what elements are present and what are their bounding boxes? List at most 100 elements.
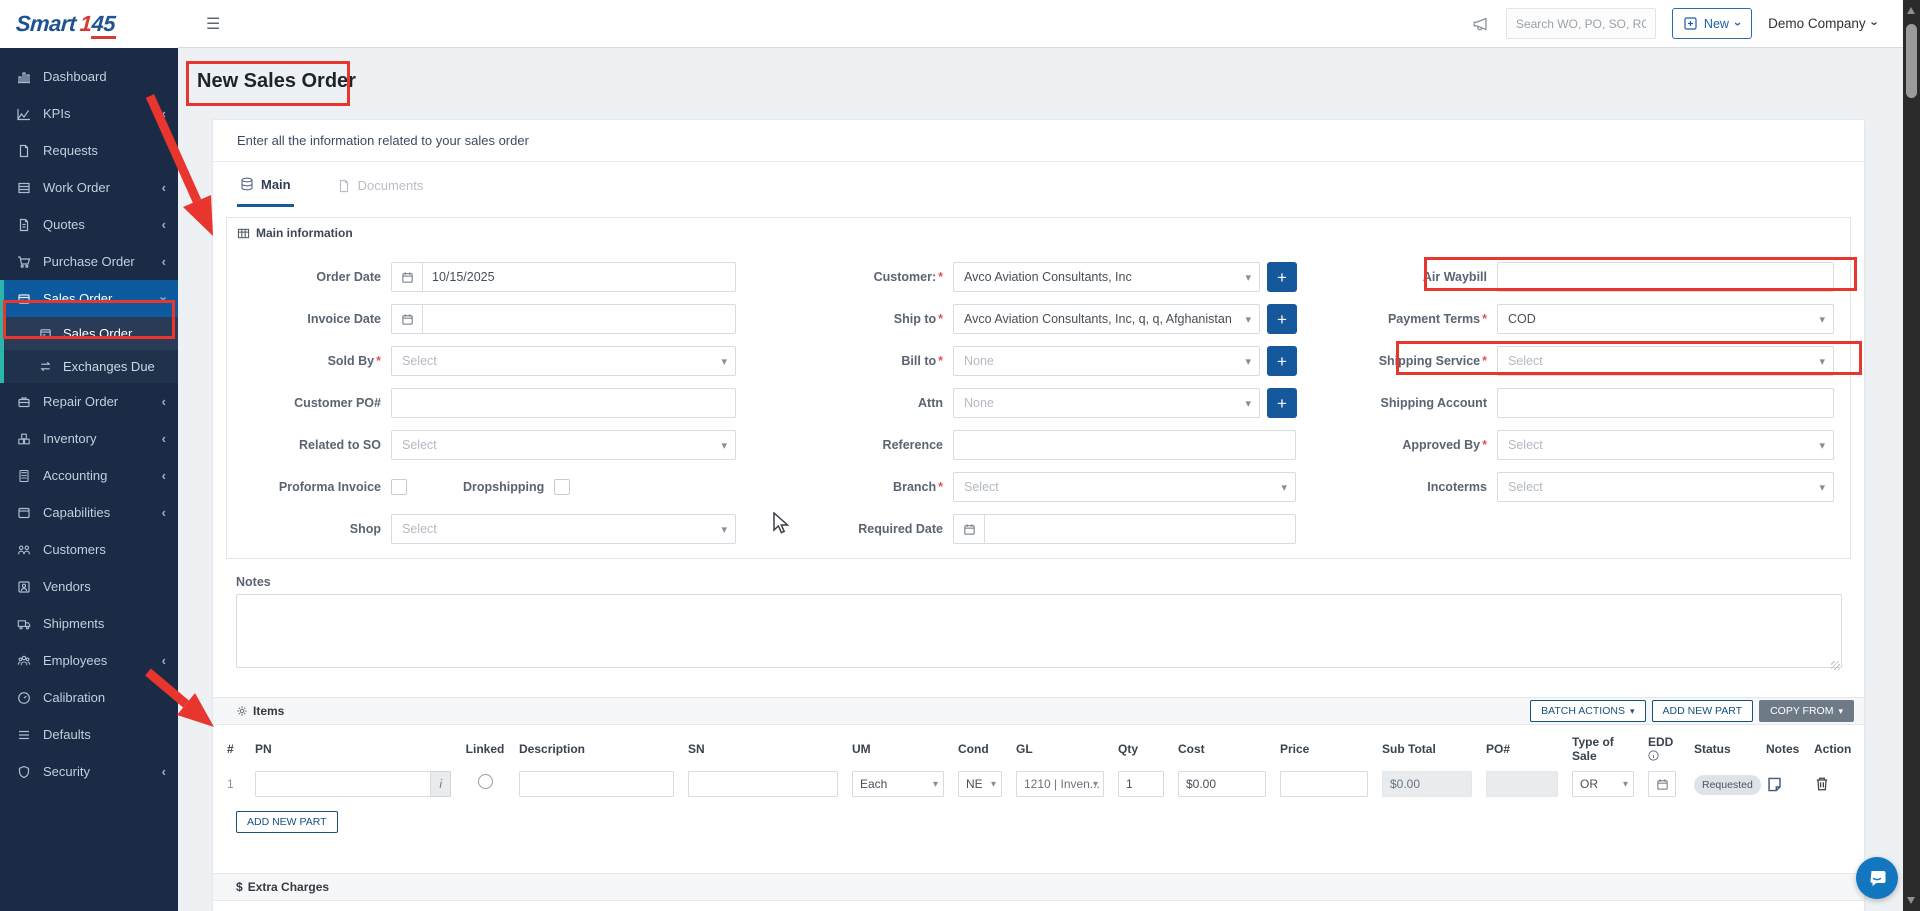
chevron-left-icon: ‹ [161, 764, 166, 779]
sold-by-row: Sold By * Select ▾ [233, 346, 747, 376]
chevron-down-icon: ▾ [721, 355, 727, 368]
notes-textarea[interactable] [236, 594, 1842, 668]
approved-by-select[interactable]: Select ▾ [1497, 430, 1834, 460]
related-to-so-select[interactable]: Select ▾ [391, 430, 736, 460]
order-date-input[interactable] [422, 262, 736, 292]
sidebar-subitem-sales-order[interactable]: Sales Order [4, 317, 178, 350]
sidebar-item-employees[interactable]: Employees ‹ [0, 642, 178, 679]
add-customer-button[interactable]: + [1267, 262, 1297, 292]
sidebar-item-requests[interactable]: Requests [0, 132, 178, 169]
sidebar-item-vendors[interactable]: Vendors [0, 568, 178, 605]
gl-select[interactable]: 1210 | Inven... ▾ [1016, 771, 1104, 797]
calendar-button[interactable] [391, 304, 422, 334]
info-icon[interactable] [1648, 750, 1659, 761]
incoterms-select[interactable]: Select ▾ [1497, 472, 1834, 502]
payment-terms-select[interactable]: COD ▾ [1497, 304, 1834, 334]
um-select[interactable]: Each ▾ [852, 771, 944, 797]
customer-po-input[interactable] [391, 388, 736, 418]
sidebar-item-purchase-order[interactable]: Purchase Order ‹ [0, 243, 178, 280]
window-icon [16, 505, 32, 521]
add-bill-to-button[interactable]: + [1267, 346, 1297, 376]
table-icon [237, 227, 250, 240]
sidebar-item-repair-order[interactable]: Repair Order ‹ [0, 383, 178, 420]
dropshipping-checkbox[interactable] [554, 479, 571, 495]
sidebar-item-work-order[interactable]: Work Order ‹ [0, 169, 178, 206]
scroll-down-arrow[interactable] [1907, 897, 1915, 904]
calendar-button[interactable] [391, 262, 422, 292]
search-input[interactable] [1505, 8, 1656, 39]
sn-input[interactable] [688, 771, 838, 797]
pn-info-button[interactable]: i [431, 771, 451, 797]
vertical-scrollbar[interactable] [1903, 0, 1920, 911]
shop-select[interactable]: Select ▾ [391, 514, 736, 544]
price-input[interactable] [1280, 771, 1368, 797]
reference-row: Reference [755, 430, 1311, 460]
shipping-account-input[interactable] [1497, 388, 1834, 418]
add-new-part-button[interactable]: ADD NEW PART [1651, 700, 1754, 722]
sidebar-item-quotes[interactable]: Quotes ‹ [0, 206, 178, 243]
add-ship-to-button[interactable]: + [1267, 304, 1297, 334]
chevron-down-icon: ▾ [1819, 313, 1825, 326]
customer-select[interactable]: Avco Aviation Consultants, Inc ▾ [953, 262, 1260, 292]
air-waybill-input[interactable] [1497, 262, 1834, 292]
sold-by-select[interactable]: Select ▾ [391, 346, 736, 376]
linked-radio[interactable] [477, 774, 493, 789]
delete-row-icon[interactable] [1814, 776, 1830, 792]
add-new-part-bottom-button[interactable]: ADD NEW PART [236, 811, 338, 833]
sidebar-item-security[interactable]: Security ‹ [0, 753, 178, 790]
sidebar-item-inventory[interactable]: Inventory ‹ [0, 420, 178, 457]
sidebar-item-kpis[interactable]: KPIs ‹ [0, 95, 178, 132]
calendar-button[interactable] [953, 514, 984, 544]
dollar-icon: $ [236, 880, 243, 894]
cond-select[interactable]: NE ▾ [958, 771, 1002, 797]
sidebar-item-sales-order[interactable]: Sales Order › [0, 280, 178, 317]
scroll-up-arrow[interactable] [1907, 7, 1915, 14]
new-button[interactable]: New › [1671, 8, 1753, 39]
add-attn-button[interactable]: + [1267, 388, 1297, 418]
smart145-logo[interactable]: Smart 145 [15, 11, 117, 39]
chevron-down-icon: ▾ [1622, 778, 1628, 790]
sidebar-item-calibration[interactable]: Calibration [0, 679, 178, 716]
branch-select[interactable]: Select ▾ [953, 472, 1296, 502]
scrollbar-thumb[interactable] [1906, 24, 1917, 98]
required-date-input[interactable] [984, 514, 1296, 544]
edd-calendar-button[interactable] [1648, 771, 1676, 797]
main-information-section: Main information Order Date Invoice Date… [226, 217, 1851, 559]
tab-documents[interactable]: Documents [334, 175, 427, 207]
ship-to-select[interactable]: Avco Aviation Consultants, Inc, q, q, Af… [953, 304, 1260, 334]
megaphone-icon[interactable] [1472, 16, 1490, 32]
chat-widget-button[interactable] [1856, 857, 1898, 899]
document-icon [337, 179, 351, 193]
shipping-service-select[interactable]: Select ▾ [1497, 346, 1834, 376]
notes-block: Notes [236, 575, 1842, 673]
cost-input[interactable] [1178, 771, 1266, 797]
attn-select[interactable]: None ▾ [953, 388, 1260, 418]
reference-input[interactable] [953, 430, 1296, 460]
sidebar-item-defaults[interactable]: Defaults [0, 716, 178, 753]
sidebar-item-accounting[interactable]: Accounting ‹ [0, 457, 178, 494]
bill-to-select[interactable]: None ▾ [953, 346, 1260, 376]
sidebar-item-customers[interactable]: Customers [0, 531, 178, 568]
ship-to-row: Ship to * Avco Aviation Consultants, Inc,… [755, 304, 1311, 334]
tab-main[interactable]: Main [237, 175, 294, 207]
batch-actions-button[interactable]: BATCH ACTIONS ▾ [1530, 700, 1646, 722]
invoice-date-input[interactable] [422, 304, 736, 334]
resize-grip-icon[interactable] [1831, 661, 1840, 670]
hamburger-menu-icon[interactable]: ☰ [206, 15, 221, 33]
type-of-sale-select[interactable]: OR ▾ [1572, 771, 1634, 797]
proforma-invoice-checkbox[interactable] [391, 479, 407, 495]
chevron-down-icon: ▾ [1092, 778, 1098, 790]
sidebar-subitem-exchanges-due[interactable]: Exchanges Due [4, 350, 178, 383]
description-input[interactable] [519, 771, 674, 797]
sidebar-item-shipments[interactable]: Shipments [0, 605, 178, 642]
sidebar-item-dashboard[interactable]: Dashboard [0, 58, 178, 95]
sidebar-item-capabilities[interactable]: Capabilities ‹ [0, 494, 178, 531]
pn-input[interactable] [255, 771, 432, 797]
invoice-date-row: Invoice Date [233, 304, 747, 334]
company-dropdown[interactable]: Demo Company › [1768, 16, 1883, 31]
chat-bubble-icon [1867, 868, 1887, 888]
row-notes-icon[interactable] [1766, 776, 1783, 793]
copy-from-button[interactable]: COPY FROM ▾ [1759, 700, 1854, 722]
items-section-header: Items BATCH ACTIONS ▾ ADD NEW PART COPY F… [213, 697, 1864, 725]
qty-input[interactable] [1118, 771, 1164, 797]
